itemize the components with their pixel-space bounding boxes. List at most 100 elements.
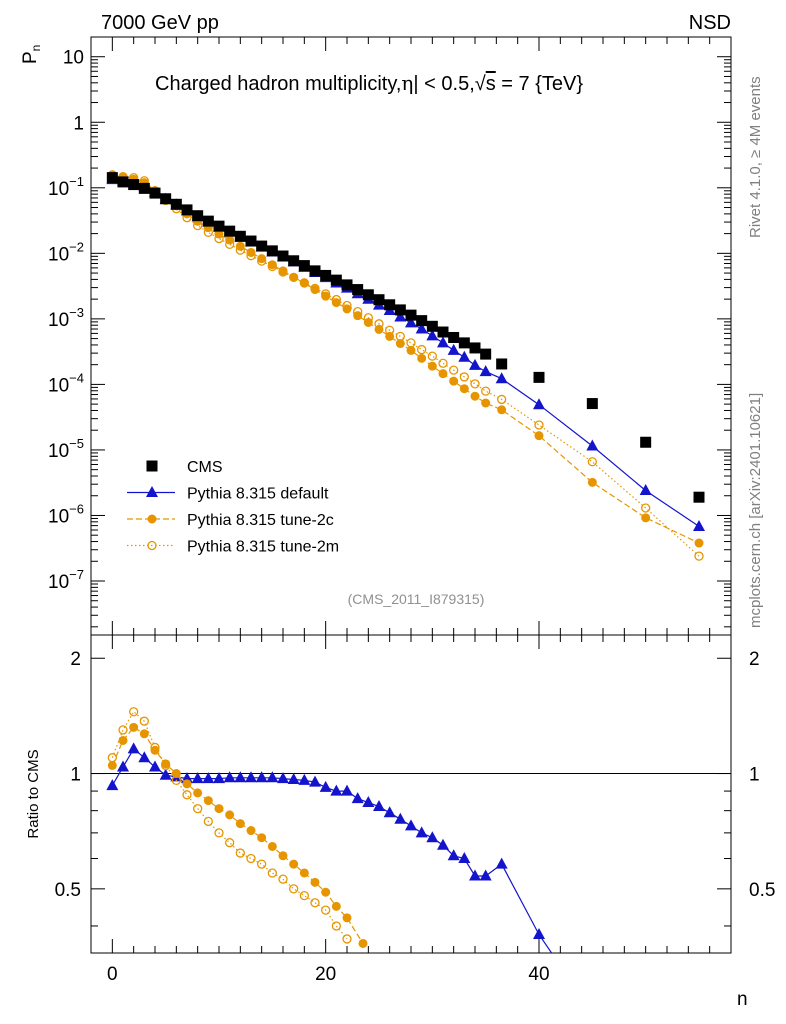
main-data-point [245, 235, 257, 247]
ratio-data-point [257, 859, 267, 869]
title-part-pre: Charged hadron multiplicity, [155, 73, 401, 95]
ratio-data-point [225, 810, 235, 820]
main-data-point [641, 513, 651, 523]
main-data-point [496, 358, 508, 370]
ratio-data-point [298, 773, 311, 785]
header-left-label: 7000 GeV pp [101, 12, 219, 34]
ratio-y-tick-label: 2 [70, 649, 81, 670]
ratio-data-point [310, 877, 320, 887]
main-data-point [394, 304, 406, 316]
ratio-data-point [235, 819, 245, 829]
main-data-point [363, 318, 373, 328]
ratio-data-point [139, 716, 149, 726]
main-data-point [278, 267, 288, 277]
main-data-point [416, 315, 428, 327]
main-data-point [693, 519, 705, 531]
ratio-data-point [331, 901, 341, 911]
main-data-point [586, 439, 599, 451]
main-data-point [225, 239, 235, 250]
main-data-point [341, 279, 353, 291]
legend-label: Pythia 8.315 tune-2m [187, 539, 339, 556]
ratio-data-point [118, 735, 128, 745]
ratio-data-point [458, 852, 471, 864]
main-data-point [640, 436, 652, 448]
ratio-data-point [310, 898, 320, 908]
main-data-point [106, 172, 118, 184]
ratio-series-line [111, 710, 348, 940]
main-y-tick-label: 10−6 [48, 501, 84, 527]
ratio-data-point [193, 803, 203, 814]
ratio-data-point [214, 828, 224, 838]
ratio-data-point [255, 771, 268, 783]
main-data-point [693, 491, 705, 503]
ratio-data-point [150, 742, 160, 753]
main-data-point [170, 198, 182, 210]
ratio-data-point [203, 796, 213, 806]
main-y-tick-label: 10−4 [48, 370, 84, 396]
title-part-s: s [486, 73, 496, 95]
main-data-point [289, 272, 299, 283]
main-data-point [480, 348, 492, 360]
main-data-point [447, 343, 460, 355]
ratio-data-point [383, 806, 396, 818]
ratio-data-point [182, 779, 192, 789]
ratio-data-point [351, 792, 364, 804]
main-y-tick-label: 10−2 [48, 239, 84, 265]
main-data-point [257, 256, 267, 266]
legend-marker [146, 460, 158, 472]
main-data-point [149, 187, 161, 199]
ratio-series-line [111, 726, 364, 944]
main-data-point [330, 274, 342, 286]
main-data-point [417, 344, 427, 355]
main-data-point [534, 431, 544, 441]
main-data-point [427, 361, 437, 371]
main-data-point [587, 457, 597, 467]
main-data-point [256, 240, 268, 252]
ratio-data-point [405, 819, 417, 831]
main-data-point [320, 269, 332, 281]
ratio-y-tick-label: 0.5 [55, 880, 81, 901]
title-part-eta: η [401, 71, 413, 95]
main-data-point [299, 278, 309, 288]
main-data-point [458, 350, 471, 362]
ratio-y-tick-label: 1 [70, 765, 81, 786]
main-data-point [449, 376, 459, 386]
main-data-point [213, 220, 225, 232]
ratio-y-axis-label: Ratio to CMS [25, 749, 42, 838]
ratio-data-point [266, 771, 279, 783]
ratio-data-point [127, 742, 140, 754]
main-data-point [481, 398, 491, 408]
main-data-point [373, 294, 385, 306]
main-data-point [192, 210, 204, 222]
main-data-point [587, 477, 597, 487]
main-data-point [470, 391, 480, 401]
ratio-data-point [246, 853, 256, 864]
ratio-data-point [213, 772, 225, 784]
ratio-data-point [278, 851, 288, 861]
legend-marker [146, 486, 158, 497]
ratio-data-point [267, 841, 277, 851]
x-tick-label: 40 [528, 964, 549, 985]
ratio-data-point [426, 831, 439, 843]
ratio-data-point [245, 771, 257, 783]
ratio-data-point [161, 760, 171, 771]
main-y-tick-label: 1 [73, 113, 84, 134]
ratio-data-point [447, 849, 460, 861]
main-data-point [288, 255, 300, 267]
main-data-point [405, 309, 417, 321]
ratio-data-point [342, 934, 352, 944]
main-axis-ticks [90, 36, 732, 635]
ratio-data-point [342, 913, 352, 923]
main-data-point [331, 298, 341, 308]
main-data-point [266, 245, 278, 257]
ratio-data-point [234, 771, 247, 783]
legend-label: CMS [187, 459, 223, 476]
ratio-data-point [299, 868, 309, 878]
main-series-group [106, 170, 705, 561]
ratio-data-point [415, 826, 428, 838]
ratio-data-point [321, 887, 331, 897]
ratio-data-point [149, 760, 161, 772]
main-data-point [289, 272, 299, 282]
legend: CMS Pythia 8.315 default Pythia 8.315 tune… [127, 459, 339, 556]
legend-label: Pythia 8.315 default [187, 486, 329, 503]
